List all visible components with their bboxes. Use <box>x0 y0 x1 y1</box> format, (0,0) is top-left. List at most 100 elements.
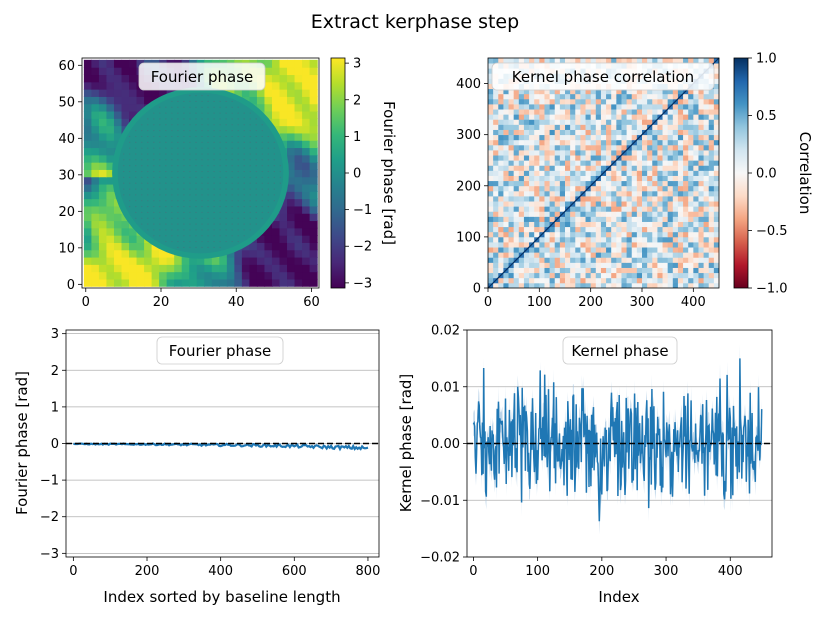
correlation-cell <box>611 221 617 228</box>
correlation-cell <box>672 185 679 192</box>
pupil-subaperture <box>207 206 209 208</box>
correlation-cell <box>621 98 627 105</box>
correlation-cell <box>708 201 715 207</box>
correlation-cell <box>600 165 607 171</box>
fourier-phase-line-title-box: Fourier phase <box>156 336 284 365</box>
correlation-cell <box>534 262 540 268</box>
pupil-subaperture <box>267 182 269 184</box>
phase-cell <box>279 103 288 112</box>
correlation-cell <box>708 231 715 238</box>
phase-cell <box>98 235 108 243</box>
correlation-cell <box>585 242 592 248</box>
correlation-cell <box>508 185 515 192</box>
correlation-cell <box>585 88 592 95</box>
pupil-subaperture <box>165 153 167 155</box>
pupil-subaperture <box>147 159 149 161</box>
pupil-interior <box>117 92 284 254</box>
phase-cell <box>189 264 198 273</box>
correlation-cell <box>559 201 566 207</box>
correlation-cell <box>508 282 515 288</box>
correlation-cell <box>693 160 699 166</box>
correlation-cell <box>503 144 509 151</box>
correlation-cell <box>698 175 704 182</box>
correlation-cell <box>631 206 638 212</box>
correlation-cell <box>585 247 592 253</box>
correlation-cell <box>539 236 545 243</box>
correlation-cell <box>493 252 499 258</box>
correlation-cell <box>621 93 627 100</box>
pupil-subaperture <box>219 241 221 243</box>
correlation-cell <box>672 114 679 120</box>
correlation-cell <box>595 139 602 146</box>
pupil-subaperture <box>213 211 215 213</box>
pupil-subaperture <box>267 147 269 149</box>
correlation-cell <box>595 267 602 274</box>
correlation-cell <box>488 134 494 141</box>
correlation-cell <box>657 119 663 125</box>
correlation-cell <box>498 175 504 182</box>
correlation-cell <box>544 242 550 248</box>
pupil-subaperture <box>213 147 215 149</box>
pupil-subaperture <box>189 100 191 102</box>
phase-cell <box>83 81 93 90</box>
correlation-cell <box>626 242 633 248</box>
correlation-cell <box>713 242 719 248</box>
correlation-cell <box>585 180 592 187</box>
correlation-cell <box>534 206 540 212</box>
phase-cell <box>106 140 115 149</box>
correlation-cell <box>585 155 592 161</box>
correlation-cell <box>488 139 494 146</box>
pupil-subaperture <box>147 124 149 126</box>
phase-cell <box>106 191 115 200</box>
correlation-cell <box>621 282 627 288</box>
correlation-cell <box>493 129 499 136</box>
phase-cell <box>129 264 138 273</box>
correlation-cell <box>513 155 520 161</box>
correlation-cell <box>570 109 576 115</box>
pupil-subaperture <box>219 159 221 161</box>
correlation-cell <box>713 83 719 90</box>
pupil-subaperture <box>195 165 197 167</box>
correlation-cell <box>570 129 576 136</box>
correlation-cell <box>677 196 684 202</box>
correlation-cell <box>539 242 545 248</box>
correlation-cell <box>703 180 710 187</box>
pupil-subaperture <box>237 217 239 219</box>
phase-cell <box>287 154 296 163</box>
correlation-cell <box>488 63 494 69</box>
correlation-cell <box>713 201 719 207</box>
pupil-subaperture <box>141 170 143 173</box>
pupil-subaperture <box>195 147 197 149</box>
correlation-cell <box>565 139 571 146</box>
correlation-cell <box>595 211 602 217</box>
correlation-cell <box>575 175 581 182</box>
correlation-cell <box>554 272 561 279</box>
correlation-cell <box>642 242 648 248</box>
correlation-cell <box>554 190 561 197</box>
phase-cell <box>91 125 100 134</box>
correlation-cell <box>703 226 710 233</box>
correlation-cell <box>559 190 566 197</box>
correlation-cell <box>600 242 607 248</box>
correlation-cell <box>698 185 704 192</box>
correlation-cell <box>523 226 530 233</box>
correlation-cell <box>559 231 566 238</box>
correlation-cell <box>580 180 586 187</box>
correlation-cell <box>590 160 597 166</box>
pupil-subaperture <box>219 124 221 126</box>
pupil-subaperture <box>213 112 215 114</box>
x-tick-label: 0 <box>69 564 77 579</box>
colorbar-tick-label: 1.0 <box>756 52 777 67</box>
pupil-subaperture <box>153 153 155 155</box>
phase-cell <box>106 169 115 178</box>
phase-cell <box>264 74 273 83</box>
correlation-cell <box>559 170 566 176</box>
correlation-cell <box>513 247 520 253</box>
correlation-cell <box>565 262 571 268</box>
correlation-cell <box>539 139 545 146</box>
correlation-cell <box>693 144 699 151</box>
pupil-subaperture <box>231 100 233 102</box>
correlation-cell <box>652 180 658 187</box>
phase-cell <box>106 74 115 83</box>
correlation-cell <box>493 109 499 115</box>
